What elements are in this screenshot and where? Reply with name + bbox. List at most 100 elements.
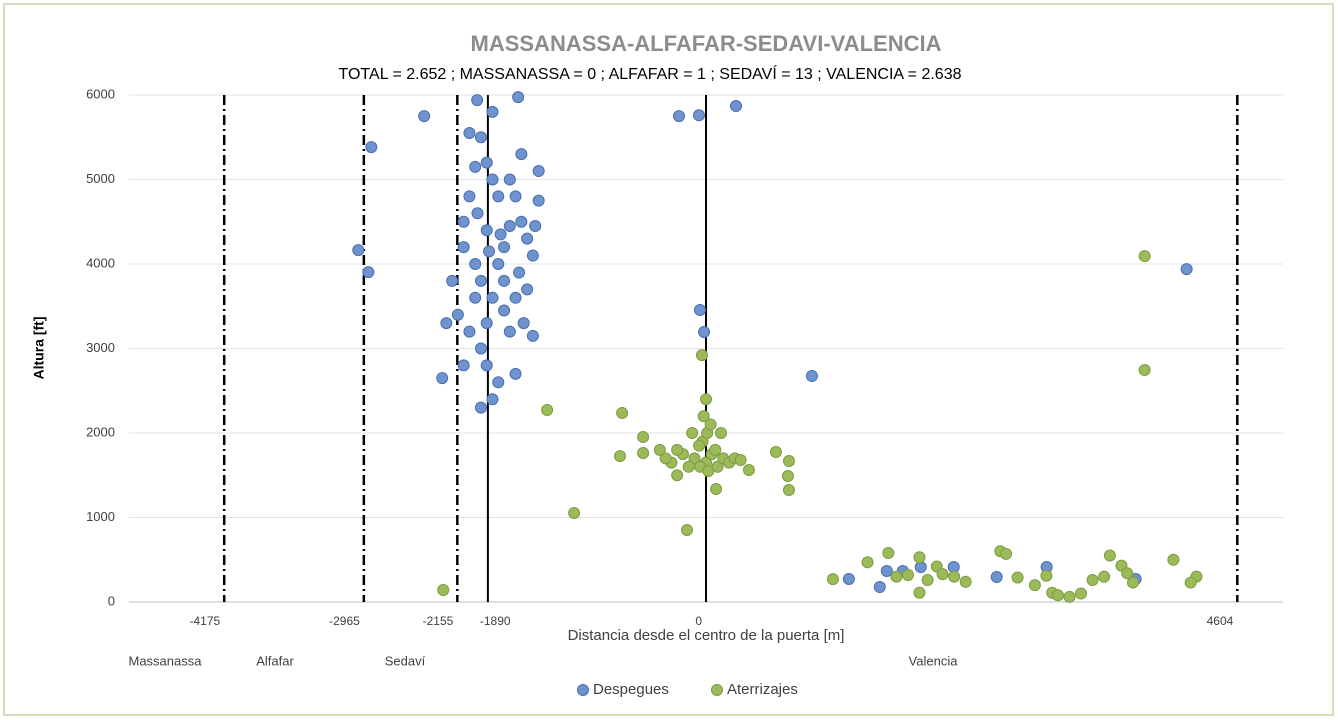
- x-tick-label: -4175: [190, 614, 221, 628]
- point: [826, 573, 839, 586]
- point: [463, 190, 476, 203]
- point: [480, 317, 493, 330]
- point: [352, 244, 365, 257]
- point: [1000, 547, 1013, 560]
- point: [469, 291, 482, 304]
- point: [693, 439, 706, 452]
- point: [1063, 590, 1076, 603]
- point: [1098, 570, 1111, 583]
- point: [568, 507, 581, 520]
- point: [480, 156, 493, 169]
- point: [692, 109, 705, 122]
- y-tick-label: 2000: [86, 424, 115, 439]
- point: [446, 274, 459, 287]
- point: [653, 443, 666, 456]
- point: [710, 483, 723, 496]
- point: [805, 370, 818, 383]
- point: [873, 581, 886, 594]
- point: [1126, 576, 1139, 589]
- point: [842, 573, 855, 586]
- point: [486, 173, 499, 186]
- point: [541, 404, 554, 417]
- point: [457, 241, 470, 254]
- region-label: Sedaví: [385, 653, 426, 668]
- point: [671, 443, 684, 456]
- point: [709, 443, 722, 456]
- point: [901, 568, 914, 581]
- point: [711, 460, 724, 473]
- point: [693, 304, 706, 317]
- point: [521, 232, 534, 245]
- point: [1103, 549, 1116, 562]
- point: [471, 94, 484, 107]
- point: [1075, 587, 1088, 600]
- point: [659, 452, 672, 465]
- point: [715, 427, 728, 439]
- point: [517, 317, 530, 330]
- point: [532, 194, 545, 207]
- x-tick-label: -2965: [329, 614, 360, 628]
- point: [742, 464, 755, 477]
- point: [695, 349, 708, 362]
- point: [509, 190, 522, 203]
- point: [480, 359, 493, 372]
- point: [498, 274, 511, 287]
- point: [529, 219, 542, 232]
- point: [781, 470, 794, 483]
- y-tick-label: 4000: [86, 255, 115, 270]
- region-label: Valencia: [909, 653, 959, 668]
- point: [730, 99, 743, 112]
- point: [782, 484, 795, 497]
- chart-title: MASSANASSA-ALFAFAR-SEDAVI-VALENCIA: [471, 31, 942, 56]
- point: [698, 326, 711, 339]
- legend-marker: [711, 684, 723, 696]
- point: [734, 454, 747, 467]
- point: [509, 367, 522, 380]
- point: [486, 291, 499, 304]
- point: [503, 325, 516, 338]
- point: [959, 575, 972, 588]
- point: [451, 308, 464, 321]
- point: [503, 219, 516, 232]
- point: [921, 574, 934, 587]
- x-axis-label: Distancia desde el centro de la puerta […: [568, 627, 845, 644]
- chart-subtitle: TOTAL = 2.652 ; MASSANASSA = 0 ; ALFAFAR…: [339, 64, 962, 83]
- point: [882, 546, 895, 559]
- point: [457, 359, 470, 372]
- point: [492, 258, 505, 270]
- point: [463, 127, 476, 140]
- point: [526, 329, 539, 342]
- region-label: Massanassa: [129, 653, 203, 668]
- y-tick-label: 3000: [86, 340, 115, 355]
- point: [680, 524, 693, 537]
- x-tick-label: 4604: [1207, 614, 1234, 628]
- y-axis-label: Altura [ft]: [31, 317, 47, 380]
- point: [1138, 250, 1151, 263]
- point: [1180, 263, 1193, 276]
- point: [861, 556, 874, 569]
- point: [1121, 567, 1134, 580]
- point: [1184, 576, 1197, 589]
- point: [913, 551, 926, 564]
- point: [494, 228, 507, 241]
- point: [637, 447, 650, 460]
- point: [614, 450, 627, 463]
- point: [463, 325, 476, 338]
- point: [1051, 589, 1064, 602]
- point: [697, 410, 710, 423]
- point: [521, 283, 534, 296]
- point: [532, 165, 545, 178]
- point: [436, 372, 449, 385]
- point: [440, 317, 453, 330]
- point: [474, 131, 487, 144]
- point: [469, 258, 482, 270]
- point: [503, 173, 516, 186]
- point: [1167, 553, 1180, 566]
- point: [362, 266, 375, 279]
- point: [498, 241, 511, 254]
- point: [457, 215, 470, 228]
- point: [914, 561, 927, 574]
- point: [704, 418, 717, 431]
- y-tick-label: 5000: [86, 171, 115, 186]
- point: [1011, 571, 1024, 584]
